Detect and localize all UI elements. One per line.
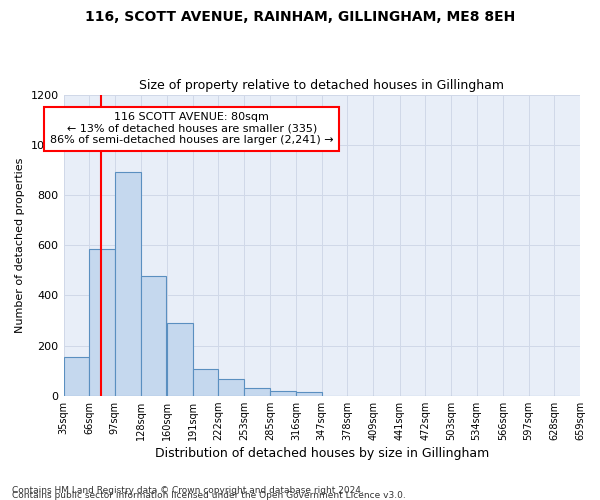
Bar	[167, 323, 193, 396]
Text: Contains HM Land Registry data © Crown copyright and database right 2024.: Contains HM Land Registry data © Crown c…	[12, 486, 364, 495]
Text: Contains public sector information licensed under the Open Government Licence v3: Contains public sector information licen…	[12, 490, 406, 500]
Bar	[140, 276, 166, 396]
Bar	[115, 172, 140, 396]
Text: 116 SCOTT AVENUE: 80sqm
← 13% of detached houses are smaller (335)
86% of semi-d: 116 SCOTT AVENUE: 80sqm ← 13% of detache…	[50, 112, 334, 146]
Title: Size of property relative to detached houses in Gillingham: Size of property relative to detached ho…	[139, 79, 504, 92]
Bar	[64, 357, 89, 396]
Y-axis label: Number of detached properties: Number of detached properties	[15, 158, 25, 333]
Bar	[244, 388, 269, 396]
Bar	[89, 249, 115, 396]
X-axis label: Distribution of detached houses by size in Gillingham: Distribution of detached houses by size …	[155, 447, 489, 460]
Bar	[193, 370, 218, 396]
Bar	[296, 392, 322, 396]
Text: 116, SCOTT AVENUE, RAINHAM, GILLINGHAM, ME8 8EH: 116, SCOTT AVENUE, RAINHAM, GILLINGHAM, …	[85, 10, 515, 24]
Bar	[218, 380, 244, 396]
Bar	[271, 390, 296, 396]
